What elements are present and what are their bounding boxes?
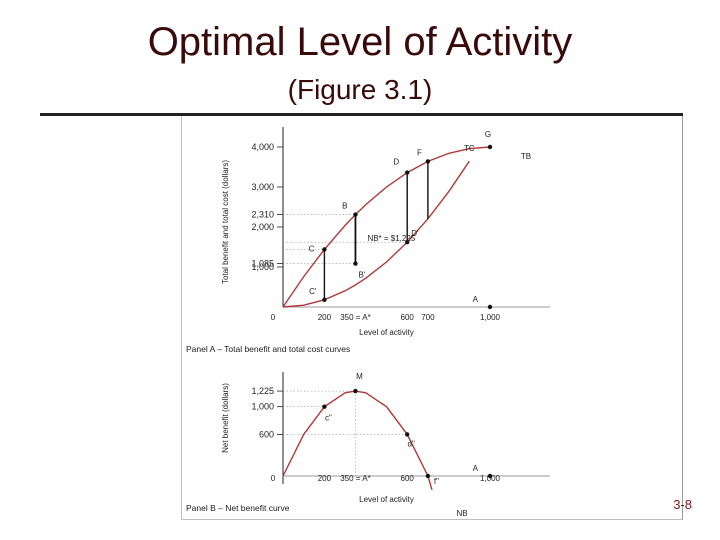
panel-b-y-axis-label: Net benefit (dollars) bbox=[221, 383, 230, 453]
title-rule bbox=[40, 113, 683, 116]
panel-b-point-m bbox=[353, 388, 358, 394]
panel-a-point-c bbox=[322, 297, 327, 302]
panel-a-point-label-d: D bbox=[393, 158, 399, 167]
panel-a-y-tick-label-2-000: 2,000 bbox=[251, 222, 274, 232]
panel-a-point-label-c: C' bbox=[309, 287, 317, 296]
panel-b-point-f bbox=[425, 473, 431, 479]
panel-b-point-label-m: M bbox=[356, 372, 363, 381]
panel-b-y-tick-label-600: 600 bbox=[259, 429, 274, 439]
panel-b-x-tick-label-200: 200 bbox=[318, 474, 332, 483]
panel-a-series-label-tc: TC bbox=[464, 144, 475, 153]
panel-b-point-c bbox=[322, 404, 327, 409]
panel-a-x-tick-label-600: 600 bbox=[401, 313, 415, 322]
panel-b-x-tick-label-0: 0 bbox=[271, 474, 276, 483]
panel-b-point-label-a: A bbox=[473, 464, 479, 473]
panel-a-point-label-b: B' bbox=[358, 271, 365, 280]
panel-a-point-b bbox=[353, 212, 358, 217]
panel-a-y-tick-label-3-000: 3,000 bbox=[251, 182, 274, 192]
panel-a-y-axis-label: Total benefit and total cost (dollars) bbox=[221, 160, 230, 284]
panel-b-series-label-nb: NB bbox=[456, 509, 467, 518]
panel-a-point-label-d: D' bbox=[411, 229, 419, 238]
panel-a-y-tick-label-1-000: 1,000 bbox=[251, 262, 274, 272]
panel-a-point-label-f: F bbox=[417, 148, 422, 157]
panel-b-point-label-d: d" bbox=[408, 439, 415, 448]
panel-b-point-d bbox=[405, 432, 410, 437]
panel-b-x-axis-label: Level of activity bbox=[359, 495, 414, 504]
slide-title: Optimal Level of Activity bbox=[147, 20, 573, 64]
panel-a-x-tick-label-0: 0 bbox=[271, 313, 276, 322]
panel-a-point-label-b: B bbox=[342, 202, 347, 211]
panel-a-point-c bbox=[322, 247, 327, 252]
panel-a-point-d bbox=[405, 170, 410, 175]
panel-a-x-axis-label: Level of activity bbox=[359, 328, 414, 337]
panel-a-point-label-a: A bbox=[473, 295, 479, 304]
figure-frame bbox=[181, 116, 683, 520]
panel-a-point-g bbox=[487, 144, 493, 150]
panel-b-series-nb bbox=[282, 390, 433, 491]
panel-a-series-tb bbox=[282, 146, 491, 308]
panel-a-point-b bbox=[353, 261, 358, 266]
panel-a-y-tick-label-1-085: 1,085 bbox=[251, 259, 274, 269]
panel-b-point-label-c: c" bbox=[325, 414, 332, 423]
slide-subtitle: (Figure 3.1) bbox=[287, 74, 433, 105]
panel-a-series-label-tb: TB bbox=[521, 152, 531, 161]
panel-b-y-tick-label-1-225: 1,225 bbox=[251, 386, 274, 396]
panel-b-x-tick-label-600: 600 bbox=[401, 474, 415, 483]
panel-a-y-tick-label-4-000: 4,000 bbox=[251, 142, 274, 152]
panel-a-x-tick-label-700: 700 bbox=[421, 313, 435, 322]
panel-b-point-a bbox=[487, 473, 493, 479]
panel-a-x-tick-label-1-000: 1,000 bbox=[480, 313, 501, 322]
panel-a-x-tick-label-200: 200 bbox=[318, 313, 332, 322]
page-number: 3-8 bbox=[673, 497, 692, 512]
panel-a-point-d bbox=[405, 240, 410, 245]
panel-b-point-label-f: f" bbox=[434, 477, 439, 486]
panel-b-x-tick-label-350-a: 350 = A* bbox=[340, 474, 370, 483]
panel-a-annotation-nb: NB* = $1,225 bbox=[367, 234, 415, 243]
panel-a-x-tick-label-350-a: 350 = A* bbox=[340, 313, 370, 322]
panel-a-point-label-g: G bbox=[485, 130, 491, 139]
panel-b-y-tick-label-1-000: 1,000 bbox=[251, 402, 274, 412]
panel-b-x-tick-label-1-000: 1,000 bbox=[480, 474, 501, 483]
panel-a-point-a bbox=[487, 304, 493, 310]
panel-a-series-tc bbox=[282, 160, 470, 308]
panel-a-y-tick-label-2-310: 2,310 bbox=[251, 210, 274, 220]
panel-a-point-label-c: C bbox=[309, 244, 315, 253]
panel-a-point-f bbox=[425, 159, 431, 164]
panel-a-caption: Panel A – Total benefit and total cost c… bbox=[186, 344, 350, 354]
panel-b-caption: Panel B – Net benefit curve bbox=[186, 503, 290, 513]
